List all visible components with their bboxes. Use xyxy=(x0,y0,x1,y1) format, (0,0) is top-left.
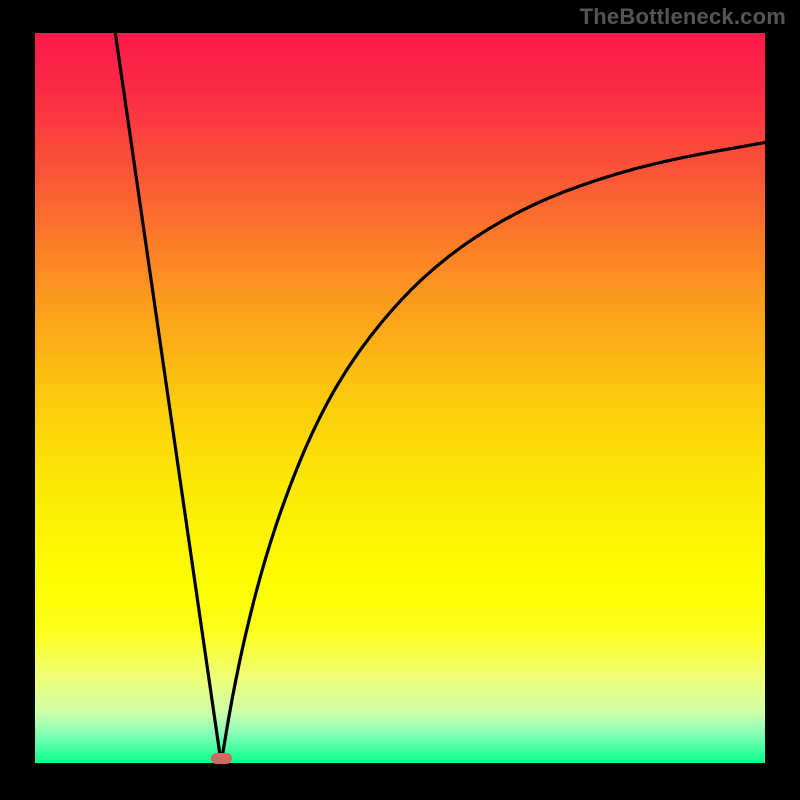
plot-area xyxy=(35,33,765,763)
minimum-marker xyxy=(211,753,232,764)
chart-container: TheBottleneck.com xyxy=(0,0,800,800)
watermark-text: TheBottleneck.com xyxy=(580,4,786,30)
bottleneck-curve xyxy=(35,33,765,763)
